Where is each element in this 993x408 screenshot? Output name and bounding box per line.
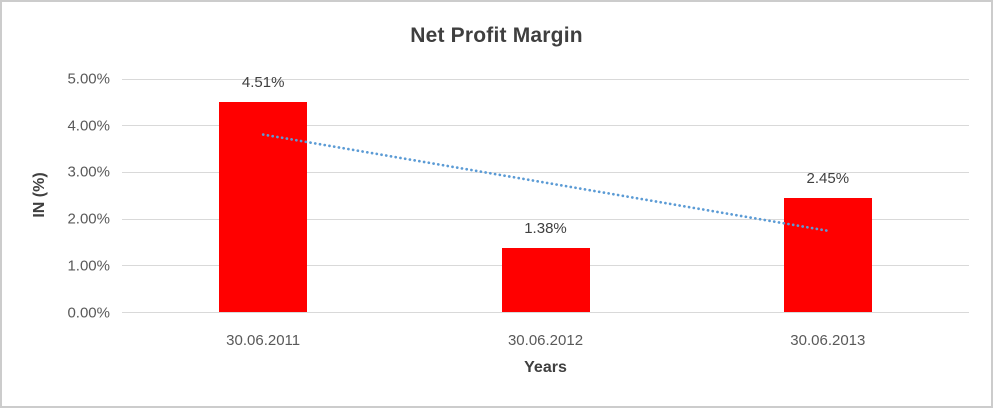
x-tick-label: 30.06.2011 (226, 332, 301, 349)
bar (783, 198, 872, 313)
y-tick-label: 4.00% (67, 117, 110, 135)
y-tick-label: 1.00% (67, 257, 110, 275)
bar (219, 101, 308, 313)
x-axis-title: Years (524, 359, 567, 376)
y-tick-label: 3.00% (67, 163, 110, 181)
gridline (122, 78, 969, 80)
gridline (122, 312, 969, 313)
bar-data-label: 1.38% (524, 220, 567, 238)
x-tick-label: 30.06.2013 (790, 332, 866, 349)
x-tick-label: 30.06.2012 (507, 332, 584, 349)
bar-data-label: 2.45% (806, 170, 850, 188)
chart-title: Net Profit Margin (410, 24, 583, 47)
y-tick-label: 2.00% (67, 210, 110, 228)
y-tick-label: 5.00% (67, 70, 110, 88)
y-tick-label: 0.00% (67, 304, 110, 321)
bar (501, 248, 590, 313)
bar-data-label: 4.51% (241, 73, 285, 91)
gridline (122, 125, 969, 127)
